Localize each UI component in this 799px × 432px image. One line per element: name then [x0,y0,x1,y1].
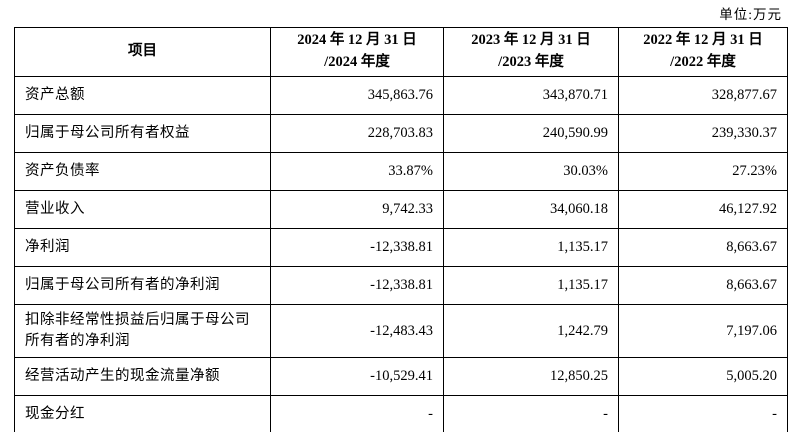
row-label: 资产总额 [14,76,271,115]
header-2023-line2: /2023 年度 [498,54,564,70]
value-2022: - [618,395,788,432]
value-2024: -12,338.81 [270,266,444,305]
header-2023: 2023 年 12 月 31 日 /2023 年度 [443,27,619,77]
value-2023: 34,060.18 [443,190,619,229]
value-2022: 27.23% [618,152,788,191]
table-row: 资产负债率 33.87% 30.03% 27.23% [14,152,788,191]
value-2024: 228,703.83 [270,114,444,153]
value-2022: 7,197.06 [618,304,788,358]
row-label: 归属于母公司所有者的净利润 [14,266,271,305]
value-2023: 343,870.71 [443,76,619,115]
value-2023: 1,135.17 [443,228,619,267]
table-row: 营业收入 9,742.33 34,060.18 46,127.92 [14,190,788,229]
unit-label: 单位:万元 [719,7,782,22]
header-2023-line1: 2023 年 12 月 31 日 [471,32,591,49]
value-2022: 239,330.37 [618,114,788,153]
header-row: 项目 2024 年 12 月 31 日 /2024 年度 2023 年 12 月… [14,27,788,77]
value-2022: 8,663.67 [618,266,788,305]
value-2023: - [443,395,619,432]
header-2024: 2024 年 12 月 31 日 /2024 年度 [270,27,444,77]
row-label: 归属于母公司所有者权益 [14,114,271,153]
row-label: 资产负债率 [14,152,271,191]
table-row: 扣除非经常性损益后归属于母公司所有者的净利润 -12,483.43 1,242.… [14,304,788,358]
table-row: 经营活动产生的现金流量净额 -10,529.41 12,850.25 5,005… [14,357,788,396]
value-2024: -12,483.43 [270,304,444,358]
value-2023: 12,850.25 [443,357,619,396]
value-2023: 1,135.17 [443,266,619,305]
financial-summary-table: 项目 2024 年 12 月 31 日 /2024 年度 2023 年 12 月… [14,27,788,432]
header-2024-line1: 2024 年 12 月 31 日 [297,32,417,49]
value-2022: 46,127.92 [618,190,788,229]
header-2024-line2: /2024 年度 [324,54,390,70]
value-2024: 9,742.33 [270,190,444,229]
header-2022-line1: 2022 年 12 月 31 日 [643,32,763,49]
table-row: 资产总额 345,863.76 343,870.71 328,877.67 [14,76,788,115]
header-2022-line2: /2022 年度 [670,54,736,70]
value-2024: -12,338.81 [270,228,444,267]
value-2024: -10,529.41 [270,357,444,396]
table-row: 净利润 -12,338.81 1,135.17 8,663.67 [14,228,788,267]
table-row: 归属于母公司所有者权益 228,703.83 240,590.99 239,33… [14,114,788,153]
value-2023: 30.03% [443,152,619,191]
row-label: 经营活动产生的现金流量净额 [14,357,271,396]
value-2023: 1,242.79 [443,304,619,358]
value-2022: 328,877.67 [618,76,788,115]
header-2022: 2022 年 12 月 31 日 /2022 年度 [618,27,788,77]
value-2024: 33.87% [270,152,444,191]
row-label: 净利润 [14,228,271,267]
value-2022: 8,663.67 [618,228,788,267]
row-label: 营业收入 [14,190,271,229]
table-row: 归属于母公司所有者的净利润 -12,338.81 1,135.17 8,663.… [14,266,788,305]
table-row: 现金分红 - - - [14,395,788,432]
value-2022: 5,005.20 [618,357,788,396]
value-2024: - [270,395,444,432]
value-2024: 345,863.76 [270,76,444,115]
value-2023: 240,590.99 [443,114,619,153]
header-item: 项目 [14,27,271,77]
row-label: 扣除非经常性损益后归属于母公司所有者的净利润 [14,304,271,358]
row-label: 现金分红 [14,395,271,432]
